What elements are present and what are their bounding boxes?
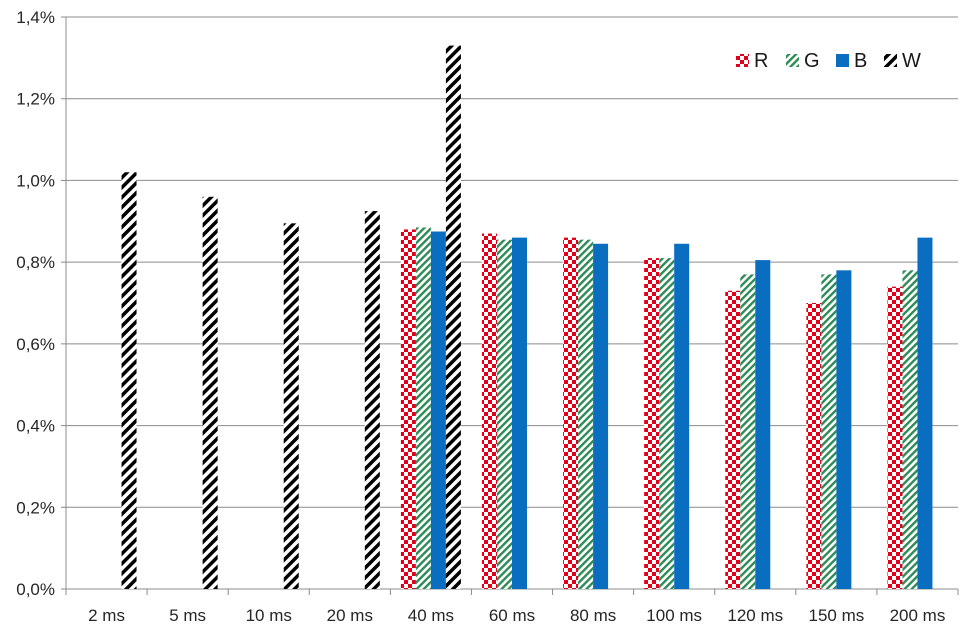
y-tick-label: 1,4% (16, 8, 55, 27)
x-tick-label: 150 ms (808, 606, 864, 625)
bar-W-10ms (283, 223, 299, 590)
bar-R-150ms (806, 303, 822, 589)
bar-B-60ms (512, 237, 527, 589)
legend-swatch-R (736, 54, 749, 67)
bar-W-20ms (364, 211, 380, 590)
y-tick-label: 1,0% (16, 171, 55, 190)
bar-G-60ms (497, 239, 512, 589)
x-tick-label: 5 ms (169, 606, 206, 625)
legend-label-B: B (854, 50, 867, 72)
legend-swatch-B (836, 54, 849, 67)
bar-B-120ms (755, 260, 771, 589)
x-tick-label: 40 ms (408, 606, 454, 625)
bar-B-150ms (836, 270, 852, 589)
legend-label-W: W (902, 50, 921, 72)
y-tick-label: 0,8% (16, 253, 55, 272)
legend-swatch-G (786, 54, 799, 67)
x-tick-label: 60 ms (489, 606, 535, 625)
bar-G-100ms (659, 258, 675, 589)
y-tick-label: 0,6% (16, 335, 55, 354)
y-tick-label: 0,0% (16, 580, 55, 599)
bar-B-40ms (430, 231, 446, 589)
x-tick-label: 80 ms (570, 606, 616, 625)
y-tick-label: 0,4% (16, 417, 55, 436)
bar-B-100ms (674, 243, 690, 589)
x-tick-label: 100 ms (646, 606, 702, 625)
bar-R-60ms (482, 233, 497, 590)
legend-label-R: R (754, 50, 768, 72)
bar-G-150ms (821, 274, 837, 589)
bar-R-40ms (400, 229, 416, 589)
y-tick-label: 1,2% (16, 90, 55, 109)
bar-G-40ms (415, 227, 431, 589)
bar-B-80ms (593, 243, 609, 589)
tick-labels: 0,0% 0,2% 0,4% 0,6% 0,8% 1,0% 1,2% 1,4% 2 ms 5 ms… (16, 8, 945, 625)
bar-R-200ms (887, 286, 903, 589)
bar-G-120ms (740, 274, 756, 589)
legend-swatch-W (884, 54, 897, 67)
x-tick-label: 20 ms (327, 606, 373, 625)
bar-R-80ms (563, 237, 579, 589)
bar-B-200ms (917, 237, 933, 589)
x-tick-label: 200 ms (890, 606, 946, 625)
bar-R-120ms (725, 290, 741, 589)
bar-R-100ms (644, 258, 660, 589)
legend-label-G: G (804, 50, 820, 72)
bar-W-2ms (121, 172, 137, 589)
x-tick-label: 10 ms (246, 606, 292, 625)
bar-G-80ms (578, 239, 594, 589)
bar-W-5ms (202, 196, 218, 589)
bar-W-40ms (445, 45, 461, 590)
bar-G-200ms (902, 270, 918, 589)
bars (121, 45, 933, 590)
x-tick-label: 120 ms (727, 606, 783, 625)
y-tick-label: 0,2% (16, 498, 55, 517)
x-tick-label: 2 ms (88, 606, 125, 625)
